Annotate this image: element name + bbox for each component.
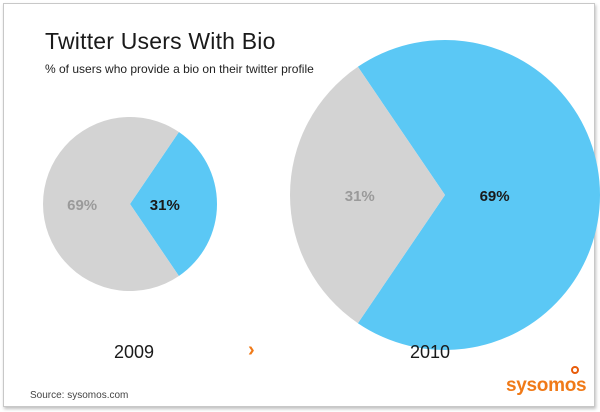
- pie-2010-slice-1: [290, 66, 445, 324]
- pie-2009-slice-0: [130, 132, 218, 276]
- pie-2010-slice-0: [357, 39, 600, 350]
- logo-mark-icon: [571, 366, 579, 374]
- pie-2009-slice-1: [43, 117, 179, 291]
- pie-2009-label-1: 69%: [67, 197, 97, 214]
- source-note: Source: sysomos.com: [30, 390, 129, 401]
- pie-2009-label-0: 31%: [150, 197, 180, 214]
- year-label-2009: 2009: [114, 342, 155, 362]
- pie-2010-label-0: 69%: [480, 188, 510, 205]
- chart-subtitle: % of users who provide a bio on their tw…: [45, 62, 314, 76]
- year-label-2010: 2010: [410, 342, 451, 362]
- sysomos-logo: sysomos: [506, 375, 587, 396]
- arrow-right-icon: ›: [248, 339, 255, 361]
- pie-2010-label-1: 31%: [345, 188, 375, 205]
- chart-title: Twitter Users With Bio: [45, 28, 276, 54]
